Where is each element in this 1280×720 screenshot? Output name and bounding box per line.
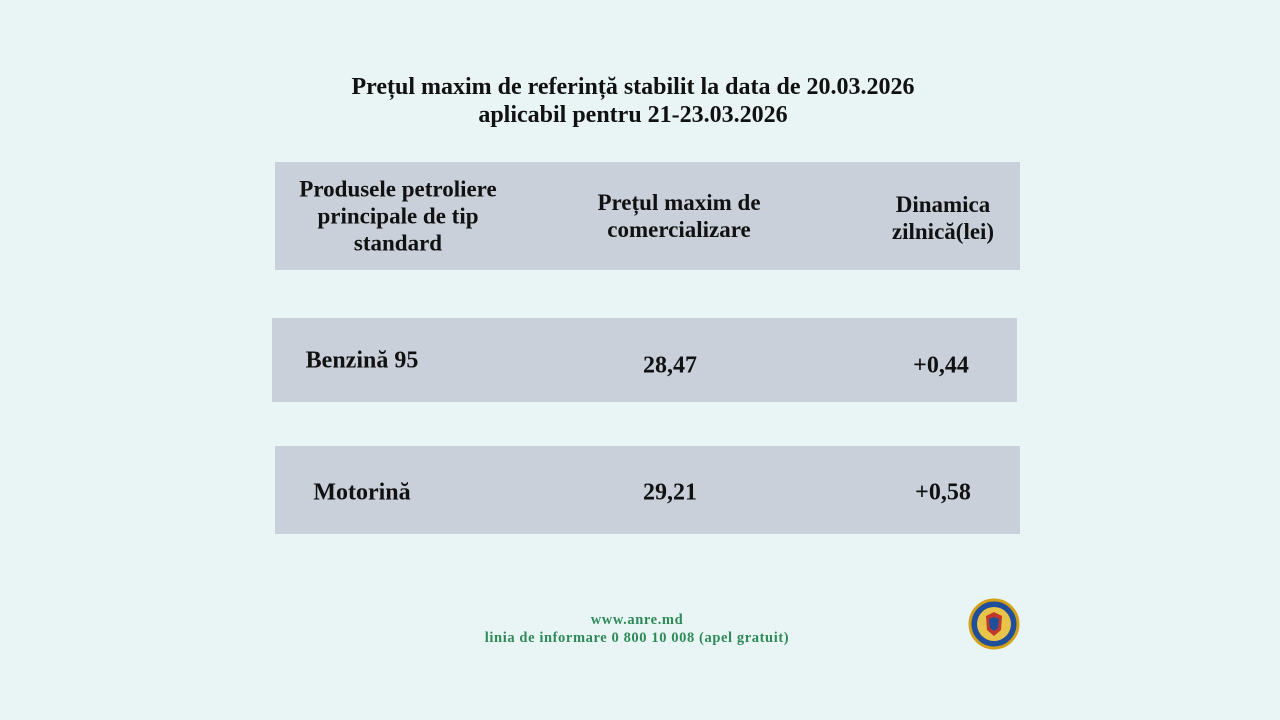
title-line: Prețul maxim de referință stabilit la da… (351, 74, 915, 100)
header-cell: Prețul maxim de comercializare (597, 189, 760, 243)
title-line: aplicabil pentru 21-23.03.2026 (478, 102, 788, 128)
table-row: Benzină 95 28,47 +0,44 (272, 318, 1017, 402)
product-cell: Benzină 95 (305, 347, 419, 374)
header-line: Prețul maxim de (597, 190, 761, 215)
header-line: standard (353, 230, 443, 256)
header-row: Produsele petroliere principale de tip s… (275, 162, 1020, 270)
price-cell: 29,21 (643, 479, 697, 506)
header-line: Dinamica (895, 192, 991, 217)
product-cell: Motorină (313, 479, 411, 506)
header-line: Produsele petroliere (299, 176, 497, 202)
change-cell: +0,58 (915, 479, 971, 506)
footer-link[interactable]: www.anre.md (590, 612, 684, 628)
price-cell: 28,47 (643, 352, 697, 379)
table-row: Motorină 29,21 +0,58 (275, 446, 1020, 534)
header-cell: Dinamica zilnică(lei) (892, 191, 994, 245)
header-line: principale de tip (317, 203, 479, 229)
header-cell: Produsele petroliere principale de tip s… (299, 176, 496, 257)
emblem (968, 598, 1020, 650)
footer-info: linia de informare 0 800 10 008 (apel gr… (484, 630, 790, 646)
change-cell: +0,44 (913, 352, 969, 379)
header-line: zilnică(lei) (891, 219, 995, 244)
header-line: comercializare (607, 217, 751, 242)
